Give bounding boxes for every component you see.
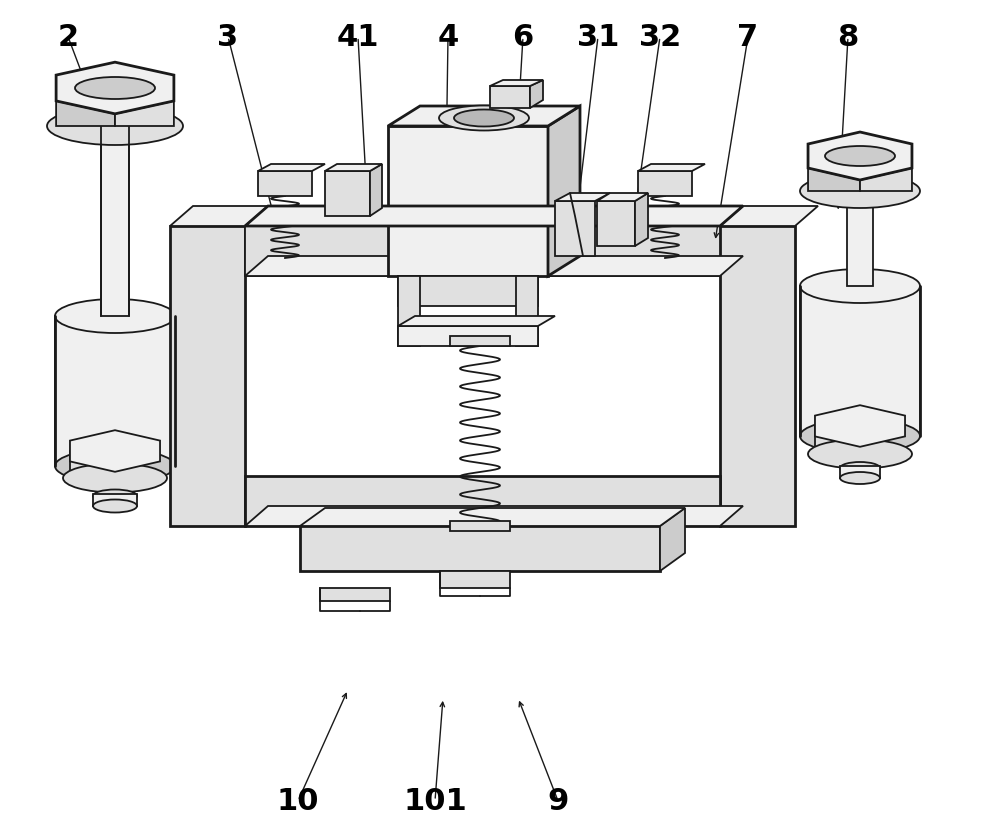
Text: 101: 101: [403, 787, 467, 815]
Ellipse shape: [75, 78, 155, 99]
Polygon shape: [300, 527, 660, 571]
Polygon shape: [56, 63, 174, 115]
Text: 10: 10: [277, 787, 319, 815]
Text: 41: 41: [337, 23, 379, 52]
Polygon shape: [370, 165, 382, 217]
Polygon shape: [635, 194, 648, 247]
Polygon shape: [398, 327, 538, 347]
Text: 2: 2: [57, 23, 79, 52]
Polygon shape: [548, 107, 580, 277]
Text: 31: 31: [577, 23, 619, 52]
Polygon shape: [530, 81, 543, 109]
Ellipse shape: [47, 108, 183, 145]
Polygon shape: [245, 257, 743, 277]
Bar: [101, 127, 129, 317]
Polygon shape: [245, 206, 743, 227]
Polygon shape: [170, 206, 268, 227]
Polygon shape: [388, 107, 580, 127]
Text: 9: 9: [547, 787, 569, 815]
Text: 3: 3: [217, 23, 239, 52]
Ellipse shape: [800, 175, 920, 209]
Polygon shape: [516, 277, 538, 347]
Polygon shape: [320, 589, 390, 601]
Polygon shape: [325, 171, 370, 217]
Polygon shape: [808, 133, 912, 181]
Polygon shape: [55, 317, 175, 466]
Polygon shape: [860, 169, 912, 191]
Polygon shape: [398, 317, 555, 327]
Ellipse shape: [439, 106, 529, 131]
Polygon shape: [720, 227, 795, 527]
Ellipse shape: [800, 270, 920, 303]
Polygon shape: [808, 169, 860, 191]
Polygon shape: [398, 277, 538, 307]
Polygon shape: [300, 508, 685, 527]
Bar: [847, 191, 873, 287]
Ellipse shape: [454, 110, 514, 127]
Polygon shape: [490, 87, 530, 109]
Ellipse shape: [63, 464, 167, 493]
Ellipse shape: [808, 440, 912, 469]
Polygon shape: [55, 317, 175, 466]
Polygon shape: [800, 287, 920, 436]
Text: 6: 6: [512, 23, 534, 52]
Polygon shape: [56, 102, 115, 127]
Polygon shape: [258, 171, 312, 196]
Polygon shape: [597, 201, 635, 247]
Polygon shape: [245, 477, 720, 527]
Polygon shape: [70, 451, 115, 478]
Ellipse shape: [93, 490, 137, 503]
Ellipse shape: [825, 147, 895, 167]
Polygon shape: [490, 81, 543, 87]
Ellipse shape: [840, 472, 880, 484]
Polygon shape: [398, 277, 420, 347]
Polygon shape: [170, 227, 245, 527]
Polygon shape: [660, 508, 685, 571]
Bar: [93, 494, 137, 507]
Polygon shape: [388, 127, 548, 277]
Ellipse shape: [55, 299, 175, 334]
Polygon shape: [440, 571, 510, 589]
Polygon shape: [555, 201, 595, 257]
Text: 4: 4: [437, 23, 459, 52]
Text: 8: 8: [837, 23, 859, 52]
Polygon shape: [815, 405, 905, 447]
Ellipse shape: [800, 420, 920, 453]
Polygon shape: [638, 171, 692, 196]
Polygon shape: [245, 227, 720, 277]
Polygon shape: [450, 337, 510, 347]
Ellipse shape: [93, 500, 137, 513]
Text: 32: 32: [639, 23, 681, 52]
Polygon shape: [258, 165, 325, 171]
Ellipse shape: [55, 450, 175, 483]
Polygon shape: [597, 194, 648, 201]
Ellipse shape: [840, 462, 880, 475]
Polygon shape: [325, 165, 382, 171]
Polygon shape: [638, 165, 705, 171]
Polygon shape: [720, 206, 818, 227]
Polygon shape: [70, 431, 160, 472]
Bar: [840, 466, 880, 478]
Polygon shape: [115, 102, 174, 127]
Polygon shape: [450, 522, 510, 532]
Polygon shape: [555, 194, 610, 201]
Polygon shape: [245, 507, 743, 527]
Polygon shape: [815, 426, 860, 455]
Text: 7: 7: [737, 23, 759, 52]
